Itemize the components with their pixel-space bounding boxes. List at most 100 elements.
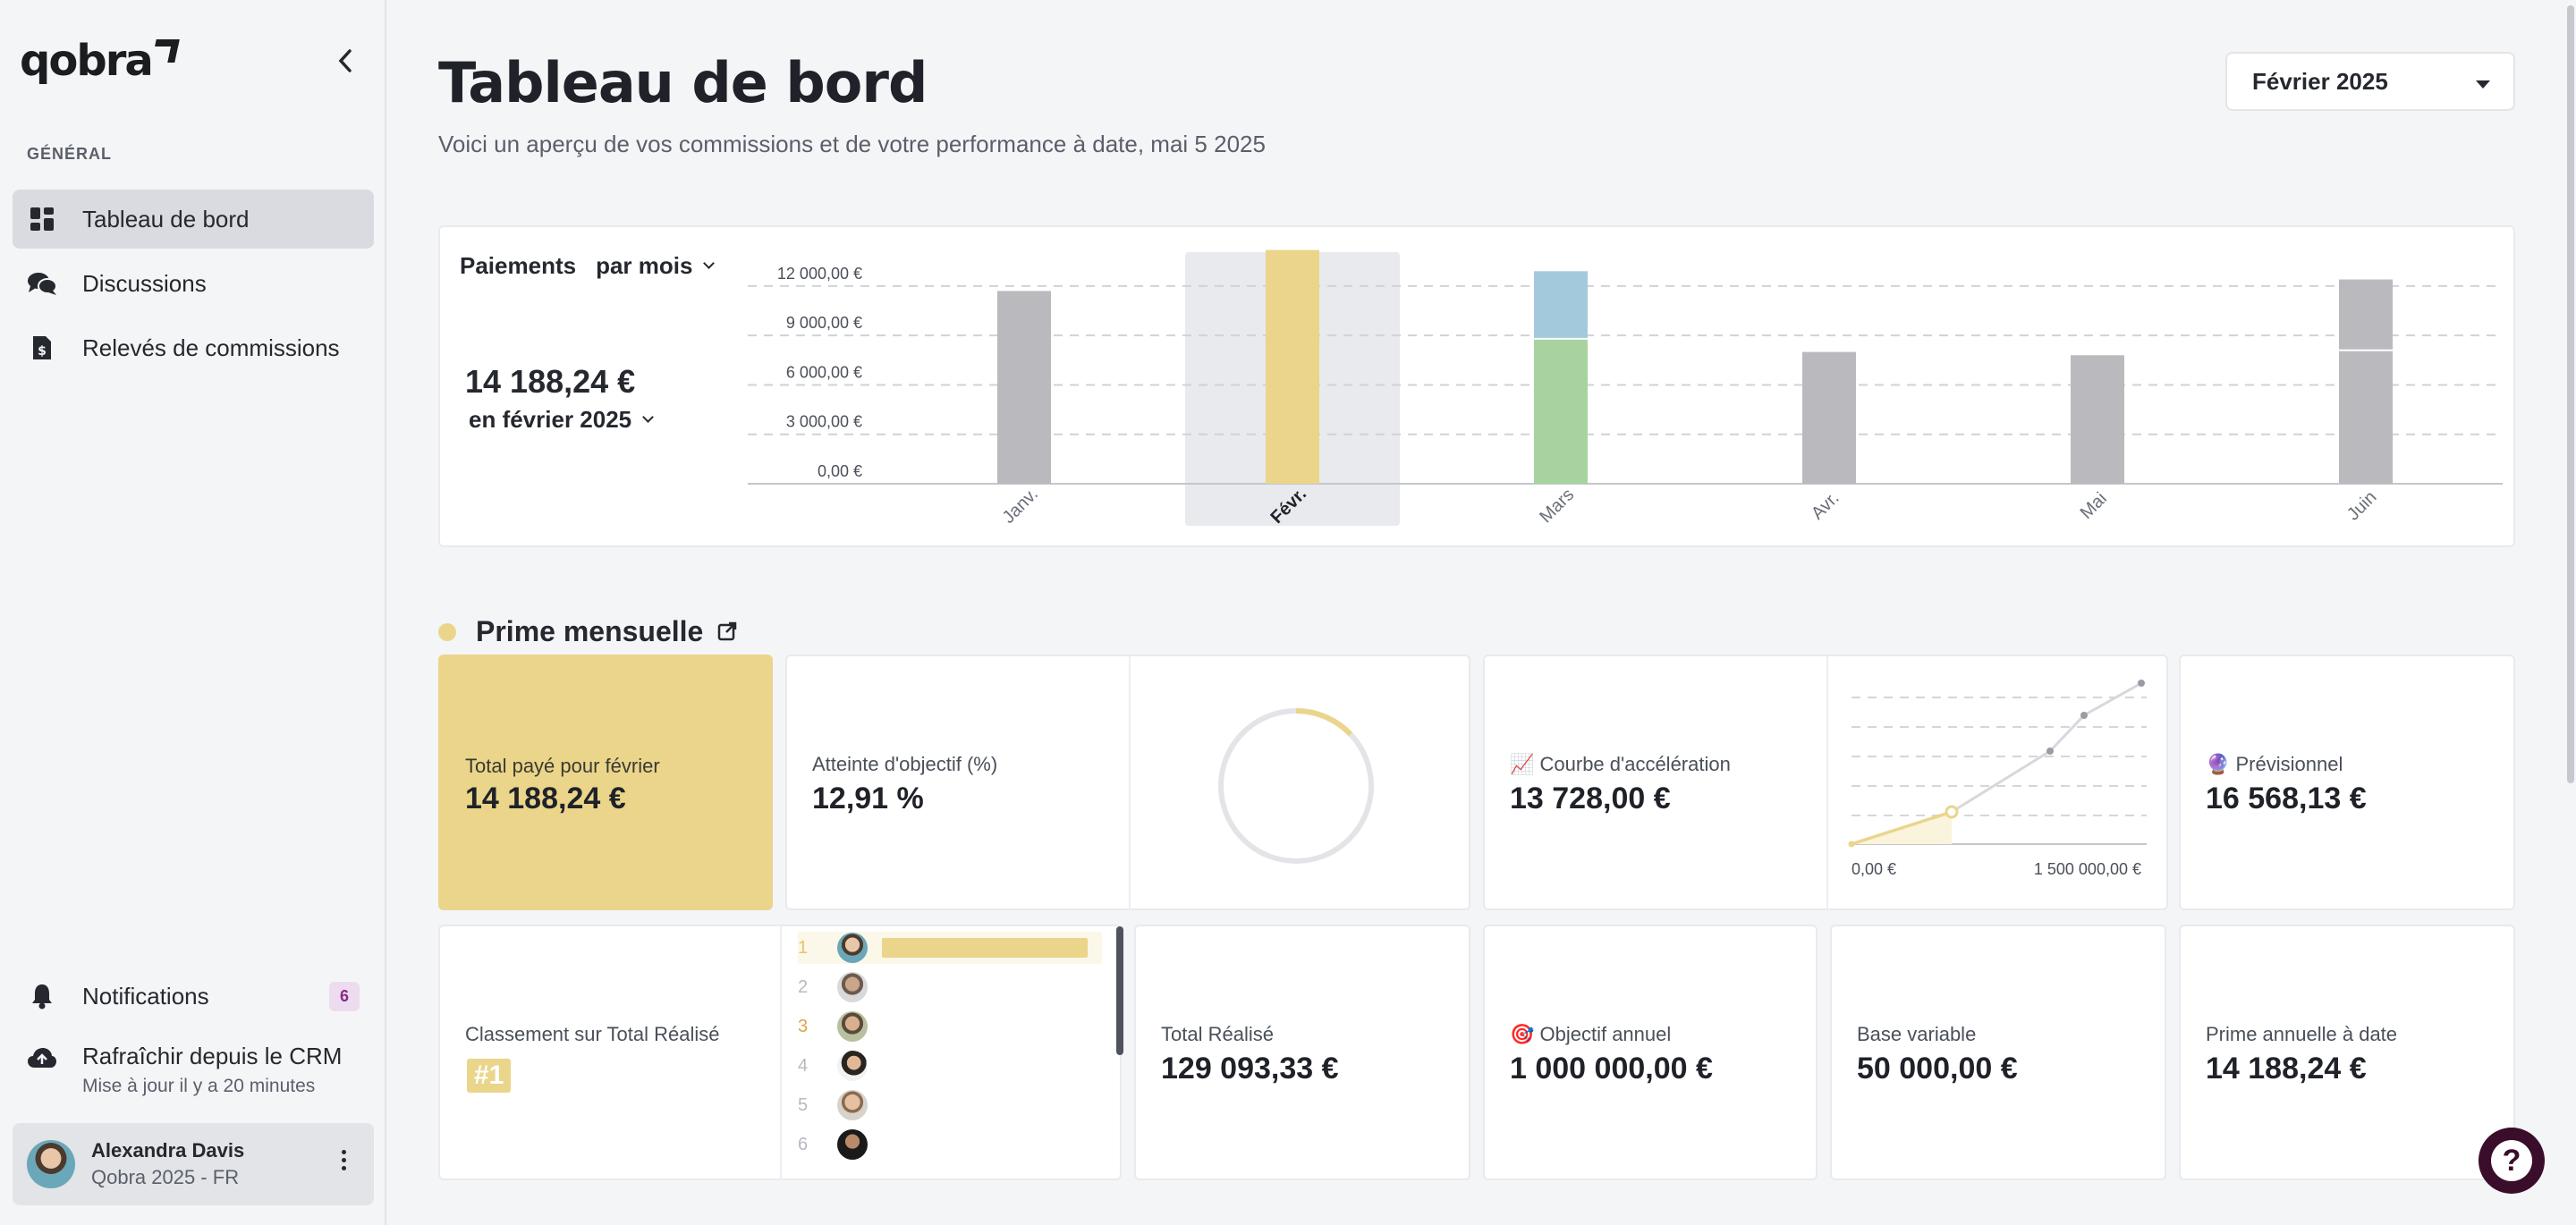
- user-profile[interactable]: Alexandra Davis Qobra 2025 - FR: [13, 1123, 374, 1205]
- tile-label: Prime annuelle à date: [2206, 1023, 2398, 1045]
- payments-label: Paiements: [460, 252, 577, 279]
- period-select-value: Février 2025: [2252, 67, 2388, 95]
- sidebar-item-statements[interactable]: $ Relevés de commissions: [13, 318, 374, 377]
- ranking-row: 4: [798, 1050, 1102, 1082]
- qobra-logo[interactable]: qobra: [20, 36, 180, 86]
- sidebar-item-dashboard[interactable]: Tableau de bord: [13, 190, 374, 249]
- notifications-label: Notifications: [82, 982, 209, 1010]
- annual-bonus-tile[interactable]: Prime annuelle à date 14 188,24 €: [2179, 925, 2515, 1180]
- avatar: [837, 1051, 868, 1081]
- total-paid-tile[interactable]: Total payé pour février 14 188,24 €: [438, 655, 773, 910]
- notifications-button[interactable]: Notifications 6: [13, 969, 374, 1023]
- sidebar-item-discussions[interactable]: Discussions: [13, 254, 374, 313]
- user-name: Alexandra Davis: [91, 1139, 245, 1162]
- cloud-upload-icon: [27, 1043, 57, 1073]
- y-tick-label: 0,00 €: [818, 462, 862, 480]
- payments-chart: 0,00 € 3 000,00 € 6 000,00 € 9 000,00 € 12 0…: [748, 249, 2503, 528]
- avatar: [837, 933, 868, 963]
- accel-axis-max: 1 500 000,00 €: [2033, 860, 2141, 878]
- bar-Janv.-segment-1: [997, 291, 1051, 484]
- bar-Mars-segment-2: [1534, 271, 1588, 339]
- forecast-tile[interactable]: 🔮 Prévisionnel 16 568,13 €: [2179, 655, 2515, 910]
- section-dot: [438, 622, 456, 641]
- avatar: [837, 972, 868, 1002]
- bar-Mars-segment-1: [1534, 338, 1588, 484]
- payments-granularity-select[interactable]: par mois: [596, 252, 716, 280]
- external-link-icon[interactable]: [717, 615, 737, 648]
- payments-period-value: en février 2025: [469, 406, 632, 433]
- chevron-down-icon: [703, 258, 716, 269]
- ranking-row: 3: [798, 1010, 1102, 1043]
- sidebar-item-label: Discussions: [82, 269, 207, 297]
- tile-value: 50 000,00 €: [1857, 1052, 2018, 1086]
- rank-number: 5: [798, 1094, 809, 1115]
- bar-Mai-segment-1: [2071, 355, 2124, 484]
- rank-number: 6: [798, 1134, 809, 1154]
- sidebar-item-label: Tableau de bord: [82, 205, 250, 232]
- ranking-row: 5: [798, 1089, 1102, 1121]
- tile-label: Atteinte d'objectif (%): [812, 753, 998, 775]
- tile-label: Total payé pour février: [465, 755, 660, 777]
- period-select[interactable]: Février 2025: [2225, 52, 2515, 111]
- avatar: [27, 1140, 75, 1188]
- question-icon: ?: [2491, 1140, 2532, 1181]
- rank-number: 4: [798, 1055, 809, 1076]
- sidebar: qobra GÉNÉRAL Tableau de bord Discussion…: [0, 0, 386, 1225]
- x-tick-label: Mai: [2077, 489, 2111, 523]
- statement-icon: $: [27, 333, 57, 363]
- acceleration-curve-chart: [1848, 680, 2147, 848]
- page-scrollbar[interactable]: [2565, 0, 2576, 1225]
- page-title: Tableau de bord: [438, 50, 928, 115]
- bar-Juin-segment-1: [2339, 350, 2393, 484]
- payments-header: Paiements par mois: [460, 252, 716, 280]
- bar-Févr.-segment-1: [1266, 249, 1319, 484]
- refresh-label: Rafraîchir depuis le CRM: [82, 1043, 343, 1069]
- x-tick-label: Avr.: [1808, 488, 1843, 524]
- tile-value: 16 568,13 €: [2206, 781, 2367, 815]
- dashboard-icon: [27, 204, 57, 234]
- chevron-down-icon: [642, 411, 655, 423]
- ranking-tile[interactable]: Classement sur Total Réalisé #1 1 2 3 4 …: [438, 925, 1123, 1180]
- avatar: [837, 1090, 868, 1120]
- sidebar-nav: Tableau de bord Discussions $ Relevés de…: [13, 190, 374, 383]
- section-prime-mensuelle: Prime mensuelle: [438, 615, 737, 648]
- bell-icon: [27, 981, 57, 1011]
- avatar: [837, 1011, 868, 1042]
- annual-objective-tile[interactable]: 🎯 Objectif annuel 1 000 000,00 €: [1483, 925, 1818, 1180]
- tile-value: 13 728,00 €: [1510, 781, 1671, 815]
- y-tick-label: 6 000,00 €: [786, 363, 862, 381]
- bar-Avr.-segment-1: [1802, 351, 1856, 484]
- ranking-list[interactable]: 1 2 3 4 5 6: [780, 926, 1129, 1180]
- help-button[interactable]: ?: [2479, 1128, 2545, 1194]
- collapse-sidebar-button[interactable]: [329, 45, 361, 77]
- attainment-tile[interactable]: Atteinte d'objectif (%) 12,91 %: [785, 655, 1470, 910]
- tile-value: 1 000 000,00 €: [1510, 1052, 1713, 1086]
- section-title: Prime mensuelle: [476, 615, 704, 647]
- tile-label: 🔮 Prévisionnel: [2206, 753, 2343, 775]
- refresh-crm-button[interactable]: Rafraîchir depuis le CRM Mise à jour il …: [13, 1037, 374, 1105]
- rank-badge: #1: [467, 1059, 512, 1093]
- realized-tile[interactable]: Total Réalisé 129 093,33 €: [1134, 925, 1470, 1180]
- payments-period-select[interactable]: en février 2025: [469, 406, 655, 434]
- page-scrollbar-thumb[interactable]: [2567, 5, 2574, 783]
- variable-base-tile[interactable]: Base variable 50 000,00 €: [1830, 925, 2166, 1180]
- tile-value: 129 093,33 €: [1161, 1052, 1339, 1086]
- x-tick-label: Juin: [2343, 487, 2381, 525]
- x-tick-label: Mars: [1536, 485, 1578, 527]
- x-tick-label: Janv.: [999, 485, 1042, 528]
- chevron-left-icon: [338, 49, 352, 72]
- more-vertical-icon[interactable]: [333, 1150, 354, 1170]
- user-org: Qobra 2025 - FR: [91, 1166, 240, 1188]
- y-tick-label: 3 000,00 €: [786, 413, 862, 431]
- acceleration-tile[interactable]: 📈 Courbe d'accélération 13 728,00 € 0,00…: [1483, 655, 2168, 910]
- bar-Juin-segment-2: [2339, 279, 2393, 351]
- ranking-row: 2: [798, 971, 1102, 1003]
- tile-value: 12,91 %: [812, 781, 924, 815]
- payments-total: 14 188,24 €: [465, 363, 636, 400]
- rank-number: 2: [798, 976, 809, 997]
- ranking-scrollbar[interactable]: [1116, 926, 1123, 1055]
- tile-value: 14 188,24 €: [465, 781, 626, 815]
- sidebar-item-label: Relevés de commissions: [82, 334, 340, 361]
- accel-axis-min: 0,00 €: [1852, 860, 1897, 878]
- y-tick-label: 12 000,00 €: [777, 265, 862, 283]
